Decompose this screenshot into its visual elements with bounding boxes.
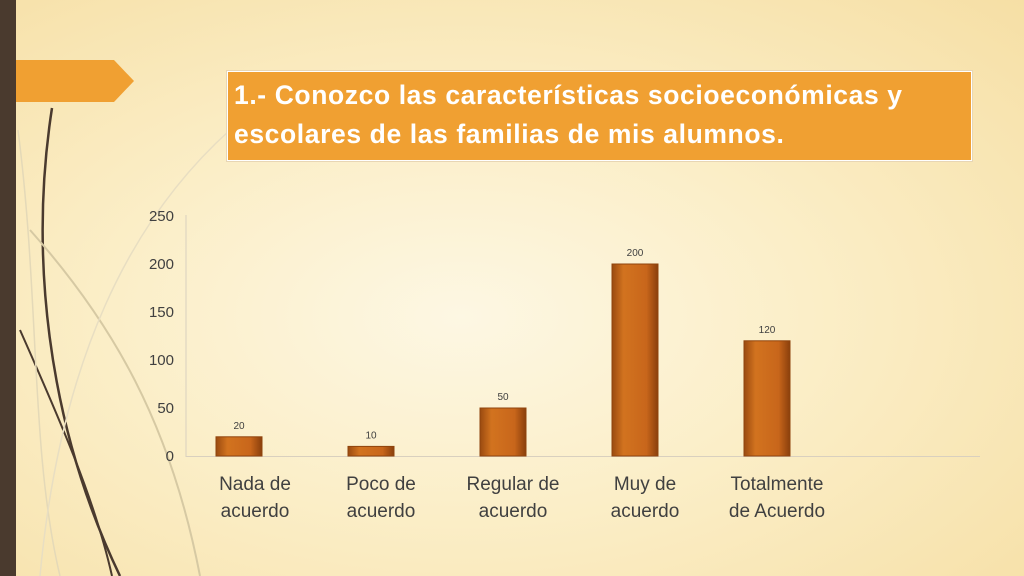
data-label: 20 [233, 421, 245, 432]
slide-title: 1.- Conozco las características socioeco… [234, 80, 903, 149]
title-box: 1.- Conozco las características socioeco… [227, 71, 972, 161]
bar [611, 263, 659, 457]
y-tick-label: 150 [149, 304, 174, 321]
left-sidebar-bar [0, 0, 16, 576]
data-label: 10 [365, 430, 377, 441]
arrow-tab-shape [16, 60, 134, 102]
data-label: 120 [759, 325, 776, 336]
y-tick-label: 100 [149, 352, 174, 369]
x-tick-label: acuerdo [479, 501, 548, 522]
bar [479, 407, 527, 457]
bars [215, 263, 791, 457]
x-tick-label: Nada de [219, 474, 291, 495]
bar [347, 445, 395, 457]
data-label: 50 [497, 392, 509, 403]
y-tick-label: 250 [149, 208, 174, 225]
x-tick-label: acuerdo [347, 501, 416, 522]
x-tick-label: Regular de [467, 474, 560, 495]
y-tick-label: 0 [166, 448, 174, 465]
x-tick-label: Muy de [614, 474, 676, 495]
y-tick-label: 50 [157, 400, 174, 417]
x-tick-label: Totalmente [731, 474, 824, 495]
x-tick-label: acuerdo [221, 501, 290, 522]
data-label: 200 [627, 248, 644, 259]
y-tick-labels: 0 50 100 150 200 250 [149, 208, 174, 465]
x-tick-label: Poco de [346, 474, 416, 495]
bar [743, 340, 791, 457]
x-tick-labels: Nada de acuerdo Poco de acuerdo Regular de ac… [219, 474, 825, 522]
x-tick-label: de Acuerdo [729, 501, 825, 522]
y-tick-label: 200 [149, 256, 174, 273]
data-labels: 20 10 50 200 120 [233, 248, 775, 441]
x-tick-label: acuerdo [611, 501, 680, 522]
bar [215, 436, 263, 457]
